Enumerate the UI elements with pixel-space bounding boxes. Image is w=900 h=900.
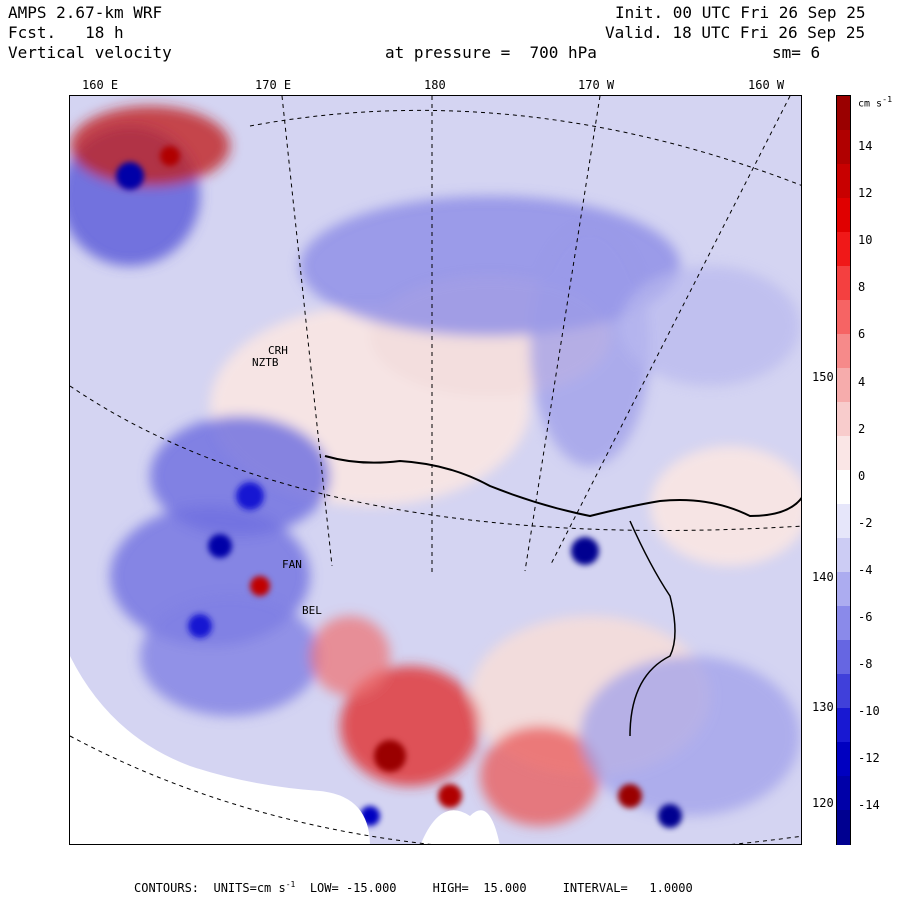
pressure-level: at pressure = 700 hPa [385, 43, 597, 62]
colorbar-swatch [837, 96, 850, 131]
colorbar-tick-label: 12 [858, 186, 873, 201]
coastline [324, 455, 801, 518]
colorbar-swatch [837, 232, 850, 267]
map-canvas [70, 96, 801, 844]
colorbar-swatch [837, 402, 850, 437]
valid-time: Valid. 18 UTC Fri 26 Sep 25 [605, 23, 866, 42]
colorbar-tick-label: 0 [858, 468, 866, 483]
colorbar-tick-label: -6 [858, 610, 873, 624]
off-domain-area [70, 656, 370, 844]
units-label: UNITS=cm s-1 [213, 880, 296, 895]
station-nztb: NZTB [252, 356, 279, 369]
colorbar [836, 95, 851, 845]
colorbar-swatch [837, 640, 850, 675]
lon-label-180: 180 [424, 78, 446, 92]
colorbar-swatch [837, 266, 850, 301]
colorbar-swatch [837, 470, 850, 505]
field-shading [70, 106, 801, 826]
colorbar-tick-label: 6 [858, 327, 866, 342]
colorbar-tick-label: 10 [858, 233, 873, 248]
colorbar-tick-label: -2 [858, 515, 873, 530]
colorbar-swatch [837, 776, 850, 811]
colorbar-tick-label: -14 [858, 798, 880, 813]
station-crh: CRH [268, 344, 288, 357]
colorbar-swatch [837, 436, 850, 471]
colorbar-swatch [837, 810, 850, 845]
colorbar-tick-label: -10 [858, 704, 880, 719]
field-speckles [116, 146, 682, 828]
forecast-hour: Fcst. 18 h [8, 23, 124, 42]
colorbar-swatch [837, 742, 850, 777]
lon-label-160e: 160 E [82, 78, 119, 92]
contour-info: CONTOURS: UNITS=cm s-1 LOW= -15.000 HIGH… [134, 880, 693, 895]
vertical-velocity-map: CRH NZTB FAN BEL [69, 95, 802, 845]
lon-label-160w: 160 W [748, 78, 785, 92]
colorbar-tick-label: 4 [858, 374, 866, 389]
colorbar-swatch [837, 130, 850, 165]
station-bel: BEL [302, 604, 322, 617]
high-value: HIGH= 15.000 [432, 881, 527, 895]
graticule [70, 96, 801, 844]
colorbar-swatch [837, 606, 850, 641]
interval-value: INTERVAL= 1.0000 [562, 881, 693, 895]
colorbar-tick-label: -12 [858, 751, 880, 766]
lon-label-170w: 170 W [578, 78, 615, 92]
smoothing: sm= 6 [772, 43, 821, 62]
colorbar-swatch [837, 368, 850, 403]
colorbar-tick-label: -4 [858, 562, 873, 577]
colorbar-swatch [837, 300, 850, 335]
colorbar-swatch [837, 164, 850, 199]
field-name: Vertical velocity [8, 43, 172, 62]
colorbar-units: cm s-1 [858, 94, 893, 110]
colorbar-swatch [837, 674, 850, 709]
station-fan: FAN [282, 558, 302, 571]
low-value: LOW= -15.000 [309, 881, 397, 895]
off-domain-patch [420, 810, 500, 844]
colorbar-swatch [837, 538, 850, 573]
contours-label: CONTOURS: [134, 881, 200, 895]
colorbar-swatch [837, 708, 850, 743]
lon-label-170e: 170 E [255, 78, 292, 92]
colorbar-tick-label: -8 [858, 657, 873, 672]
colorbar-swatch [837, 334, 850, 369]
colorbar-tick-label: 2 [858, 421, 866, 436]
coastline-inner [629, 520, 676, 737]
model-title: AMPS 2.67-km WRF [8, 3, 163, 22]
colorbar-swatch [837, 198, 850, 233]
colorbar-swatch [837, 504, 850, 539]
colorbar-tick-label: 8 [858, 280, 866, 295]
colorbar-swatch [837, 572, 850, 607]
colorbar-tick-label: 14 [858, 139, 873, 153]
init-time: Init. 00 UTC Fri 26 Sep 25 [615, 3, 866, 22]
